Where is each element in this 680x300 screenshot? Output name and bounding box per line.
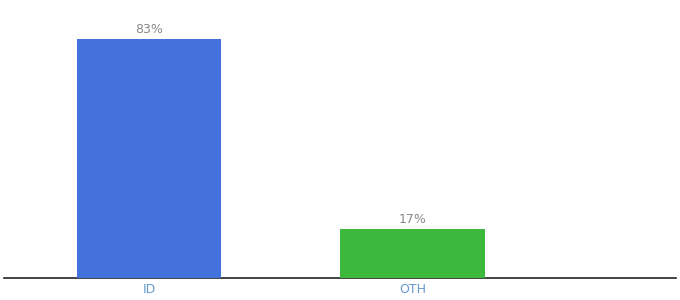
Text: 83%: 83% bbox=[135, 23, 163, 36]
Bar bbox=[340, 229, 485, 278]
Text: 17%: 17% bbox=[398, 213, 426, 226]
Bar bbox=[77, 39, 222, 278]
